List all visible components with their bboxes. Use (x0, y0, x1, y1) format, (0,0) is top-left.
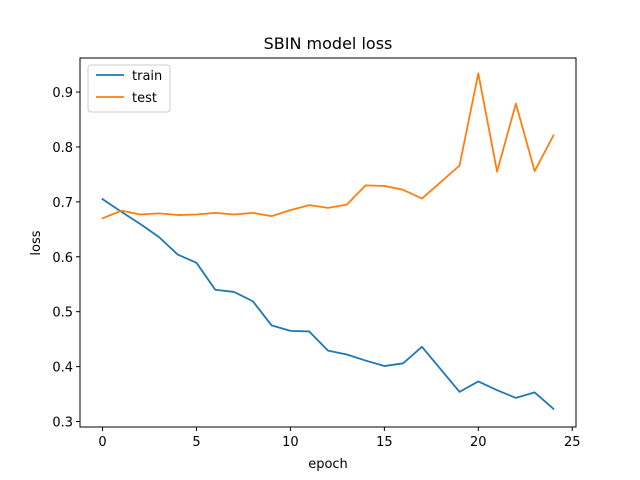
y-tick-label: 0.5 (52, 306, 73, 321)
legend-label-train: train (132, 69, 162, 84)
plot-area (79, 57, 577, 428)
y-tick-label: 0.8 (52, 141, 73, 156)
y-tick-label: 0.7 (52, 196, 73, 211)
legend-box (87, 64, 171, 113)
y-tick-label: 0.4 (52, 361, 73, 376)
x-tick-label: 10 (282, 435, 299, 450)
legend: train test (87, 64, 171, 113)
series-layer (101, 72, 555, 411)
x-tick-label: 25 (564, 435, 581, 450)
x-tick-label: 15 (376, 435, 393, 450)
x-axis-ticks: 0 5 10 15 20 25 (98, 427, 581, 450)
series-line-train (101, 197, 555, 411)
y-axis-ticks: 0.3 0.4 0.5 0.6 0.7 0.8 0.9 (52, 86, 80, 431)
plot-frame (79, 57, 577, 428)
y-tick-label: 0.6 (52, 251, 73, 266)
x-tick-label: 0 (98, 435, 106, 450)
y-tick-label: 0.9 (52, 86, 73, 101)
x-axis-label: epoch (308, 457, 348, 472)
legend-label-test: test (132, 91, 157, 106)
x-tick-label: 20 (470, 435, 487, 450)
series-line-test (101, 72, 555, 220)
y-axis-label: loss (29, 230, 44, 255)
y-tick-label: 0.3 (52, 416, 73, 431)
chart-title: SBIN model loss (264, 34, 393, 53)
x-tick-label: 5 (192, 435, 200, 450)
